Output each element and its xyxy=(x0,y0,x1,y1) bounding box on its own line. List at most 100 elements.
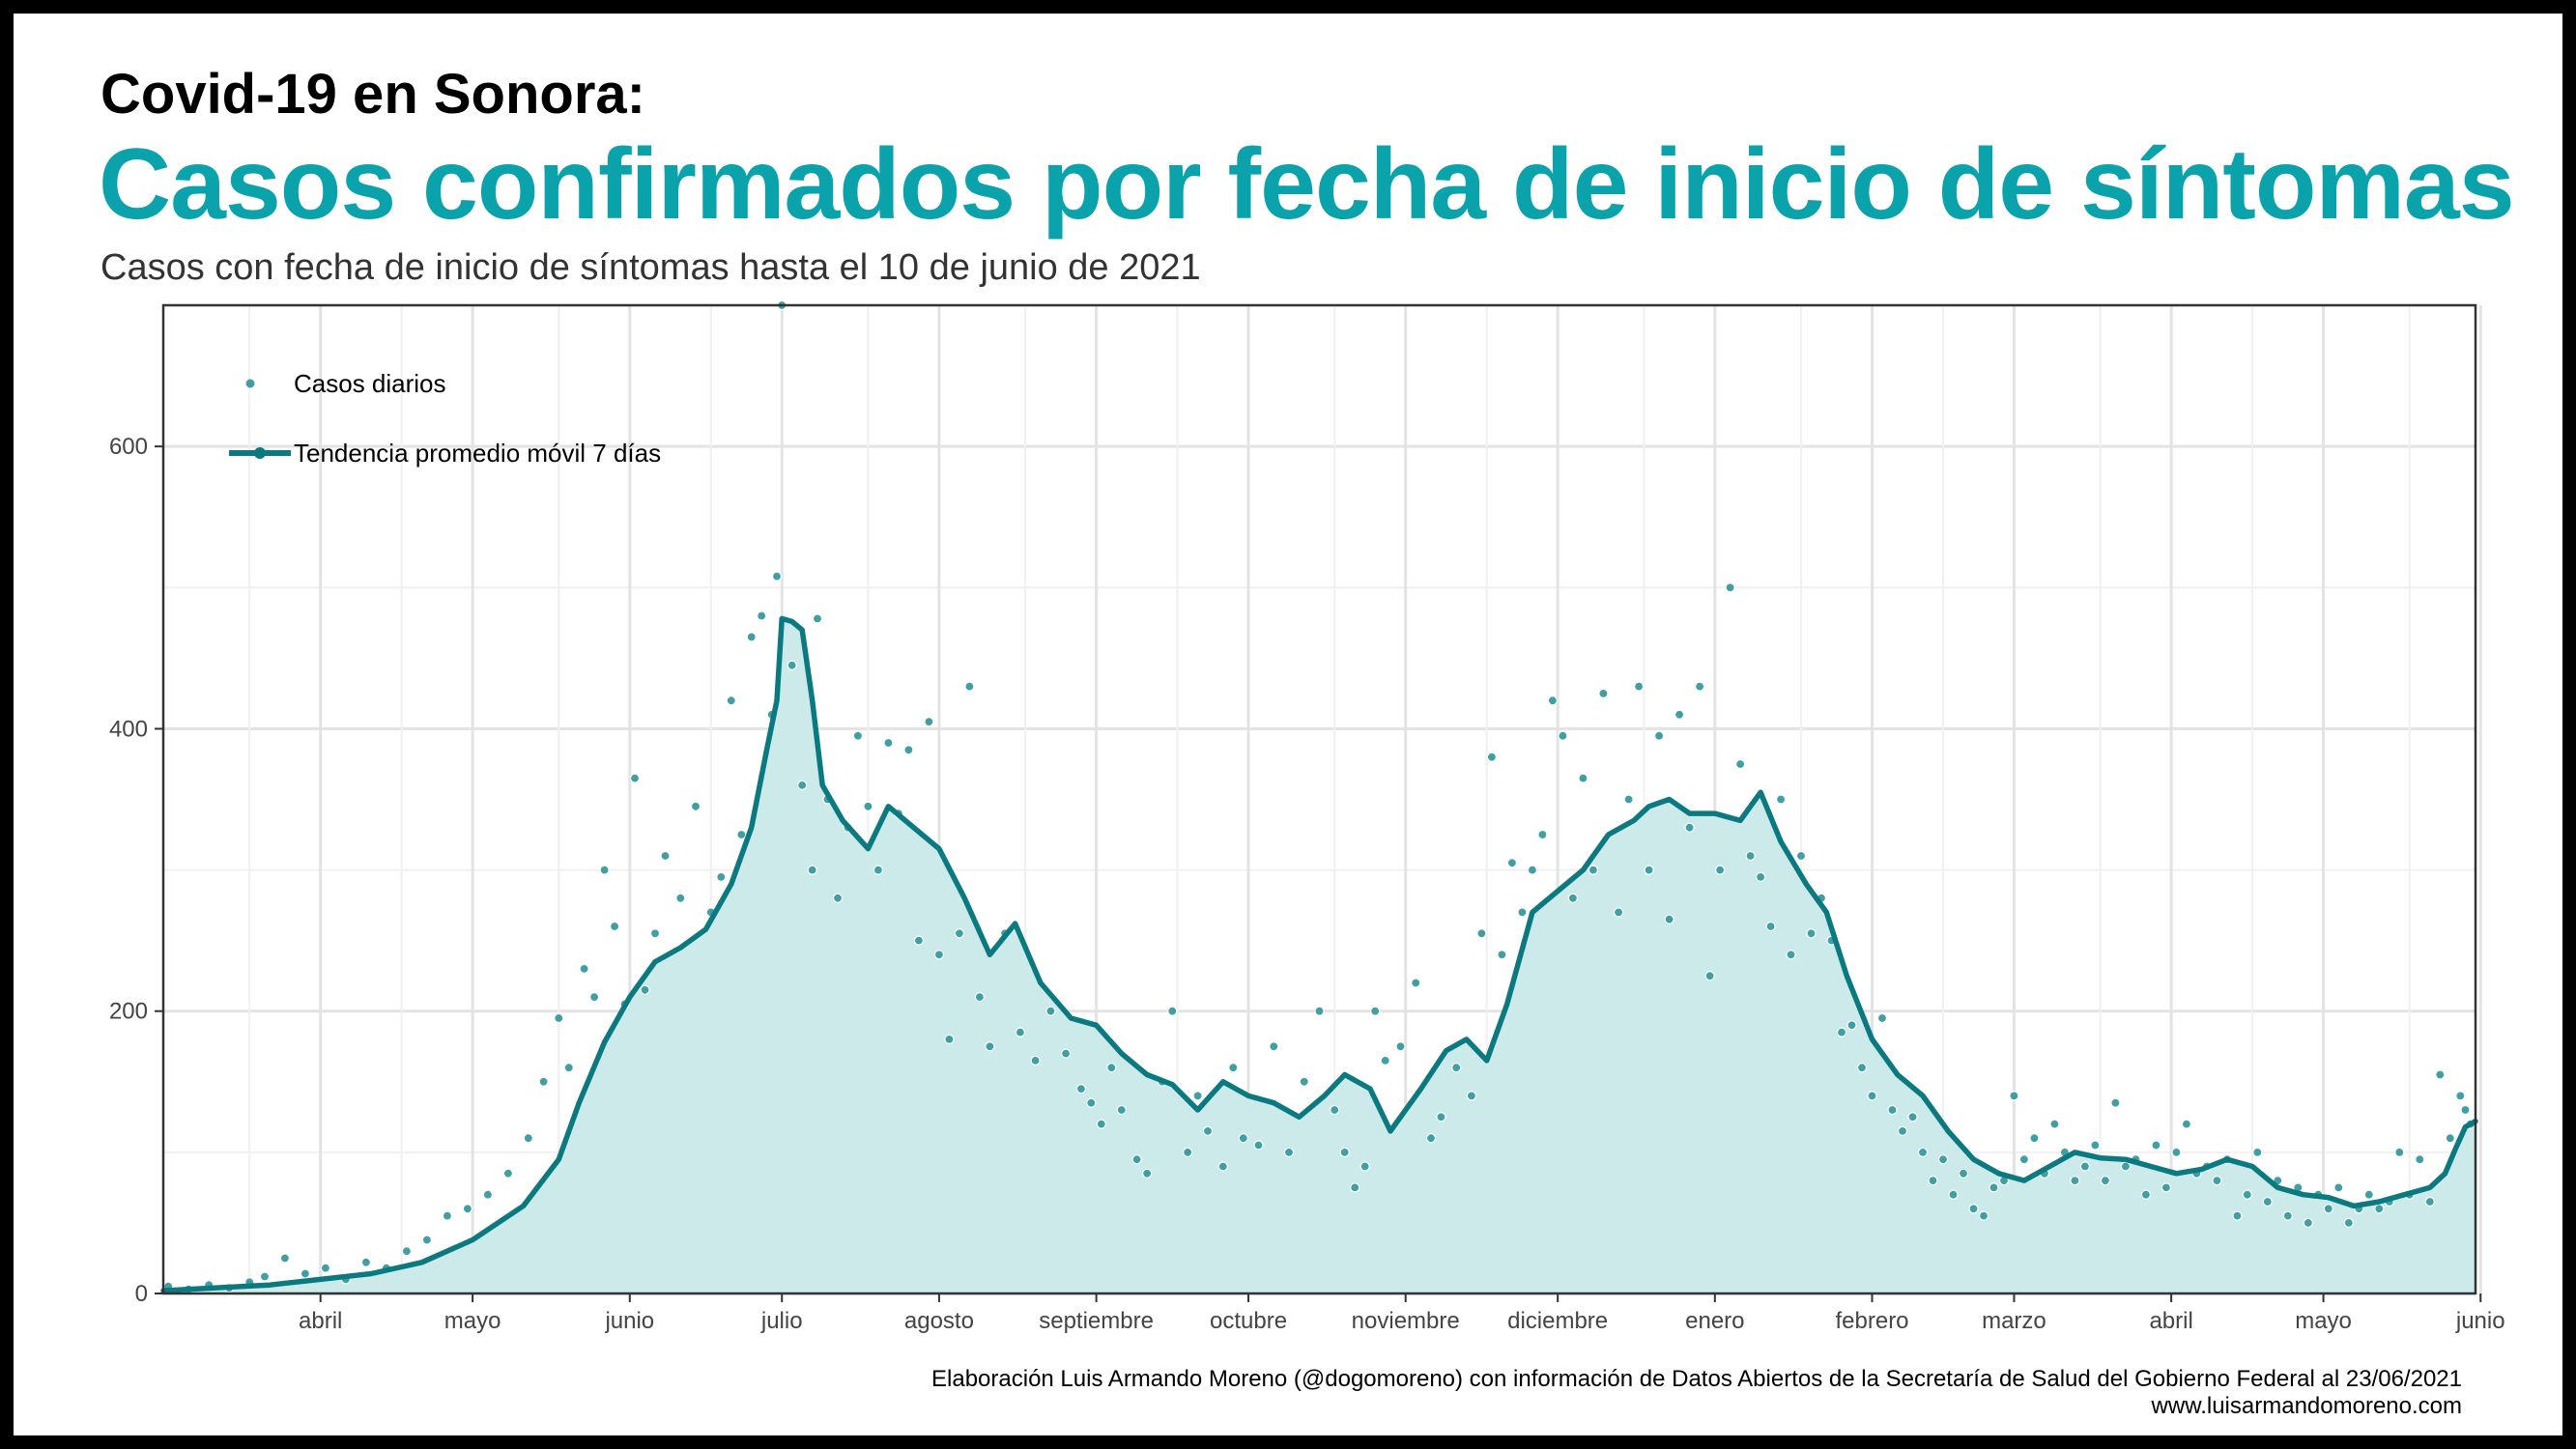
daily-point xyxy=(757,611,767,621)
daily-point xyxy=(1506,858,1518,868)
subtitle: Casos con fecha de inicio de síntomas ha… xyxy=(100,247,1201,288)
daily-point xyxy=(1664,914,1674,924)
daily-point xyxy=(1370,1006,1381,1016)
daily-point xyxy=(2455,1091,2466,1101)
daily-point xyxy=(1086,1097,1097,1108)
legend-label: Tendencia promedio móvil 7 días xyxy=(294,439,661,468)
daily-point xyxy=(2079,1161,2090,1172)
daily-points xyxy=(163,299,2476,1294)
daily-point xyxy=(2435,1069,2446,1080)
daily-point xyxy=(421,1235,432,1245)
y-tick-label: 0 xyxy=(135,1281,148,1307)
daily-point xyxy=(2161,1182,2171,1193)
legend: Casos diarios Tendencia promedio móvil 7 … xyxy=(229,369,661,468)
daily-point xyxy=(1015,1027,1026,1037)
legend-swatch-points xyxy=(245,379,255,388)
daily-point xyxy=(2333,1182,2344,1193)
daily-point xyxy=(1958,1168,1969,1179)
daily-point xyxy=(2424,1196,2435,1208)
daily-point xyxy=(660,850,671,862)
daily-point xyxy=(1836,1027,1847,1037)
daily-point xyxy=(1907,1112,1918,1122)
daily-point xyxy=(1558,730,1568,741)
daily-point xyxy=(1075,1083,1087,1094)
daily-point xyxy=(1714,865,1726,875)
trend-line-path xyxy=(160,615,2478,1293)
daily-point xyxy=(1704,971,1715,981)
daily-point xyxy=(954,928,965,939)
daily-point xyxy=(259,1271,271,1282)
trend-area xyxy=(163,618,2476,1293)
daily-point xyxy=(1674,709,1685,720)
daily-point xyxy=(1613,907,1624,918)
daily-point xyxy=(320,1263,330,1273)
daily-point xyxy=(523,1133,533,1144)
daily-point xyxy=(1030,1055,1041,1066)
daily-point xyxy=(502,1168,513,1179)
daily-point xyxy=(1734,758,1746,770)
daily-point xyxy=(1350,1182,1360,1193)
x-tick-label: junio xyxy=(2455,1308,2505,1334)
daily-point xyxy=(1167,1006,1178,1016)
daily-point xyxy=(1578,773,1589,783)
daily-point xyxy=(2282,1210,2293,1221)
daily-point xyxy=(2171,1147,2182,1158)
daily-point xyxy=(1045,1006,1056,1016)
daily-point xyxy=(1755,871,1766,883)
daily-point xyxy=(1466,1091,1477,1101)
daily-point xyxy=(1217,1161,1228,1172)
daily-point xyxy=(1436,1112,1446,1122)
x-tick-label: febrero xyxy=(1835,1308,1908,1334)
page-title: Casos confirmados por fecha de inicio de… xyxy=(99,128,2515,241)
legend-swatch-line-dot xyxy=(254,447,266,459)
daily-point xyxy=(1644,865,1654,875)
daily-point xyxy=(1253,1140,1264,1151)
daily-point xyxy=(1806,928,1817,939)
daily-point xyxy=(2018,1154,2029,1165)
daily-point xyxy=(807,865,817,875)
daily-point xyxy=(1527,865,1538,875)
daily-point xyxy=(863,801,873,811)
daily-point xyxy=(2374,1204,2385,1214)
daily-point xyxy=(716,871,727,883)
daily-point xyxy=(1887,1104,1898,1116)
x-tick-label: enero xyxy=(1685,1308,1744,1334)
daily-point xyxy=(1537,829,1548,840)
daily-point xyxy=(1968,1204,1979,1214)
daily-point xyxy=(974,991,986,1003)
daily-point xyxy=(1856,1063,1868,1073)
daily-point xyxy=(1228,1063,1239,1073)
daily-point xyxy=(1567,893,1579,903)
daily-point xyxy=(832,893,844,903)
daily-point xyxy=(2100,1175,2110,1186)
daily-point xyxy=(2070,1175,2080,1186)
x-tick-label: mayo xyxy=(444,1308,501,1334)
daily-point xyxy=(1497,950,1507,960)
daily-point xyxy=(1588,865,1599,875)
daily-point xyxy=(913,935,925,946)
daily-point xyxy=(609,921,620,932)
daily-point xyxy=(2140,1189,2151,1200)
chart: 0 200 400 600 abril mayo junio julio agosto septi… xyxy=(109,299,2505,1334)
daily-point xyxy=(1633,681,1645,692)
daily-point xyxy=(1846,1020,1857,1031)
daily-point xyxy=(538,1076,549,1087)
daily-point xyxy=(1775,794,1787,805)
daily-point xyxy=(1694,681,1705,692)
axes: 0 200 400 600 abril mayo junio julio agosto septi… xyxy=(109,303,2505,1334)
daily-point xyxy=(1141,1168,1153,1179)
daily-point xyxy=(1486,752,1498,762)
daily-point xyxy=(1867,1091,1877,1101)
daily-point xyxy=(797,780,808,791)
panel-border xyxy=(161,303,2477,1295)
daily-point xyxy=(746,632,757,642)
daily-point xyxy=(1876,1012,1888,1024)
daily-point xyxy=(1989,1182,1999,1193)
daily-point xyxy=(2242,1189,2252,1200)
trend-area-fill xyxy=(163,618,2476,1293)
daily-point xyxy=(2232,1210,2243,1221)
daily-point xyxy=(985,1041,995,1052)
y-tick-label: 200 xyxy=(109,999,148,1025)
daily-point xyxy=(588,991,600,1003)
daily-point xyxy=(442,1210,452,1221)
